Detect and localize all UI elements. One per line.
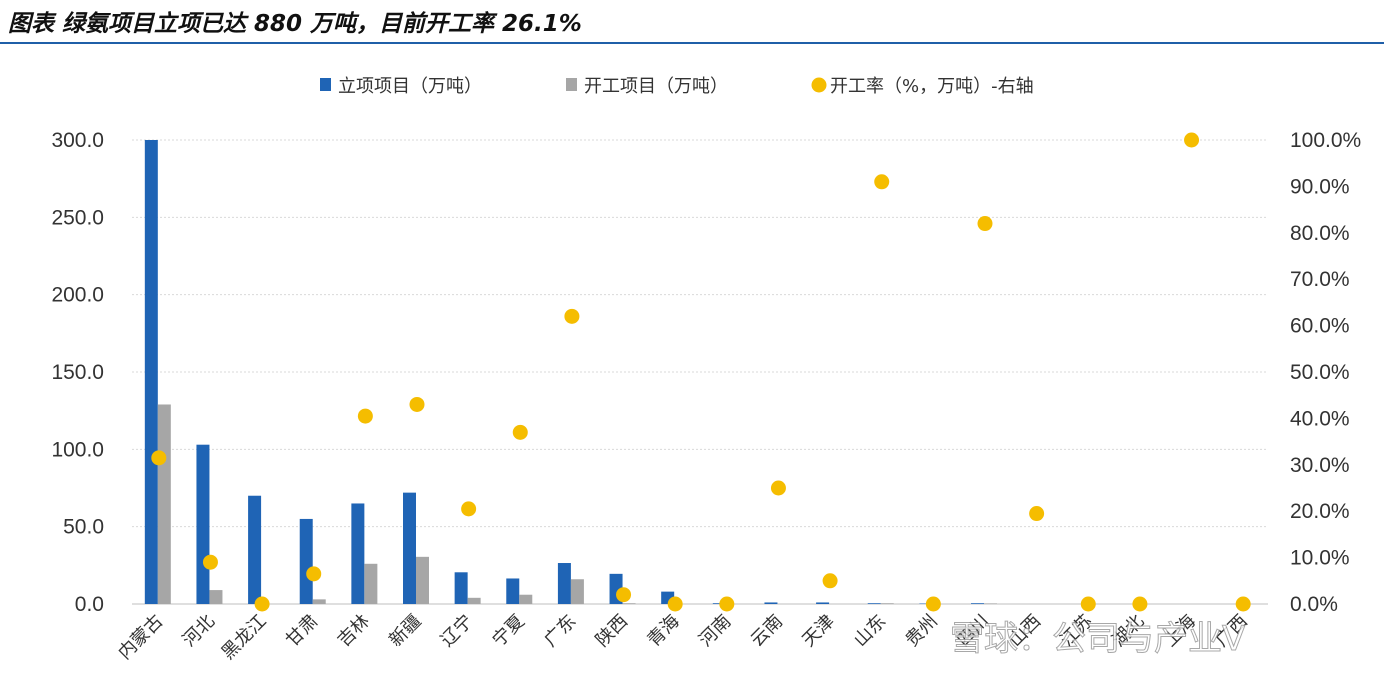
- right-tick-label: 90.0%: [1290, 175, 1350, 198]
- right-tick-label: 50.0%: [1290, 361, 1350, 384]
- gridlines: [132, 139, 1268, 605]
- category-label: 黑龙江: [218, 611, 271, 664]
- bar-lixiang: [351, 503, 365, 604]
- bar-lixiang: [557, 563, 571, 604]
- category-label: 甘肃: [282, 611, 322, 651]
- rate-point: [925, 596, 941, 612]
- bar-lixiang: [971, 603, 984, 604]
- category-label: 广东: [540, 611, 580, 651]
- bar-kaigong: [467, 597, 481, 604]
- bar-kaigong: [984, 603, 997, 604]
- watermark: 雪球：公司与产业V: [950, 619, 1245, 659]
- right-tick-label: 40.0%: [1290, 407, 1350, 430]
- left-tick-label: 200.0: [51, 284, 104, 307]
- rate-point: [254, 596, 270, 612]
- left-tick-label: 300.0: [51, 129, 104, 152]
- rate-points: [151, 132, 1251, 612]
- bar-lixiang: [248, 495, 262, 604]
- bar-lixiang: [764, 602, 778, 604]
- category-label: 青海: [643, 611, 683, 651]
- category-label: 天津: [798, 611, 838, 651]
- rate-point: [770, 480, 786, 496]
- rate-point: [667, 596, 683, 612]
- category-label: 山东: [850, 611, 890, 651]
- bar-lixiang: [299, 518, 313, 604]
- legend-swatch: [320, 78, 331, 91]
- rate-point: [977, 216, 993, 232]
- category-label: 河北: [179, 611, 219, 651]
- rate-point: [306, 566, 322, 582]
- bar-lixiang: [403, 492, 416, 604]
- right-tick-label: 100.0%: [1290, 129, 1361, 152]
- bar-lixiang: [144, 140, 158, 604]
- right-tick-label: 60.0%: [1290, 315, 1350, 338]
- rate-point: [357, 408, 373, 424]
- bar-kaigong: [880, 603, 894, 604]
- left-tick-label: 50.0: [63, 516, 104, 539]
- bar-kaigong: [622, 603, 636, 604]
- right-axis-ticks: 0.0% 10.0% 20.0% 30.0% 40.0% 50.0% 60.0% 70.0% 8…: [1290, 129, 1361, 616]
- category-label: 新疆: [385, 611, 425, 651]
- category-label: 河南: [695, 611, 735, 651]
- rate-point: [409, 396, 425, 412]
- category-label: 内蒙古: [114, 611, 167, 664]
- bar-kaigong: [570, 579, 584, 604]
- left-tick-label: 150.0: [51, 361, 104, 384]
- right-tick-label: 80.0%: [1290, 222, 1350, 245]
- legend-label: 立项项目（万吨）: [338, 76, 482, 97]
- category-label: 吉林: [334, 611, 374, 651]
- bar-lixiang: [816, 602, 830, 604]
- rate-point: [564, 308, 580, 324]
- bar-lixiang: [454, 572, 468, 604]
- chart-title: 图表 绿氨项目立项已达 880 万吨，目前开工率 26.1%: [8, 11, 582, 37]
- bar-kaigong: [312, 599, 326, 604]
- rate-point: [1080, 596, 1096, 612]
- right-tick-label: 70.0%: [1290, 268, 1350, 291]
- category-label: 辽宁: [437, 611, 477, 651]
- legend-label: 开工率（%，万吨）-右轴: [830, 76, 1034, 97]
- right-tick-label: 0.0%: [1290, 593, 1338, 616]
- legend: 立项项目（万吨） 开工项目（万吨） 开工率（%，万吨）-右轴: [320, 76, 1034, 97]
- left-axis-ticks: 0.0 50.0 100.0 150.0 200.0 250.0 300.0: [51, 129, 104, 616]
- rate-point: [1184, 132, 1200, 148]
- rate-point: [151, 450, 167, 466]
- legend-swatch: [811, 77, 827, 93]
- bar-kaigong: [416, 556, 429, 604]
- bar-kaigong: [157, 404, 171, 604]
- legend-swatch: [566, 78, 577, 91]
- category-label: 云南: [747, 611, 787, 651]
- rate-point: [1235, 596, 1251, 612]
- rate-point: [461, 501, 477, 517]
- rate-point: [512, 424, 528, 440]
- rate-point: [719, 596, 735, 612]
- left-tick-label: 100.0: [51, 438, 104, 461]
- right-tick-label: 30.0%: [1290, 454, 1350, 477]
- rate-point: [1029, 506, 1045, 522]
- rate-point: [202, 554, 218, 570]
- bar-lixiang: [867, 603, 881, 604]
- category-label: 贵州: [902, 611, 942, 651]
- bar-kaigong: [209, 590, 223, 604]
- right-tick-label: 10.0%: [1290, 547, 1350, 570]
- left-tick-label: 250.0: [51, 206, 104, 229]
- bar-lixiang: [506, 578, 520, 604]
- rate-point: [822, 573, 838, 589]
- legend-label: 开工项目（万吨）: [584, 76, 728, 97]
- right-tick-label: 20.0%: [1290, 500, 1350, 523]
- bar-kaigong: [519, 594, 533, 604]
- left-tick-label: 0.0: [75, 593, 104, 616]
- bar-kaigong: [364, 563, 378, 604]
- bars: [144, 140, 997, 604]
- category-label: 宁夏: [489, 611, 529, 651]
- rate-point: [874, 174, 890, 190]
- bar-lixiang: [196, 444, 210, 604]
- category-label: 陕西: [592, 611, 632, 651]
- rate-point: [1132, 596, 1148, 612]
- rate-point: [616, 587, 632, 603]
- title-bar: 图表 绿氨项目立项已达 880 万吨，目前开工率 26.1%: [0, 0, 1384, 44]
- bar-lixiang: [712, 603, 726, 604]
